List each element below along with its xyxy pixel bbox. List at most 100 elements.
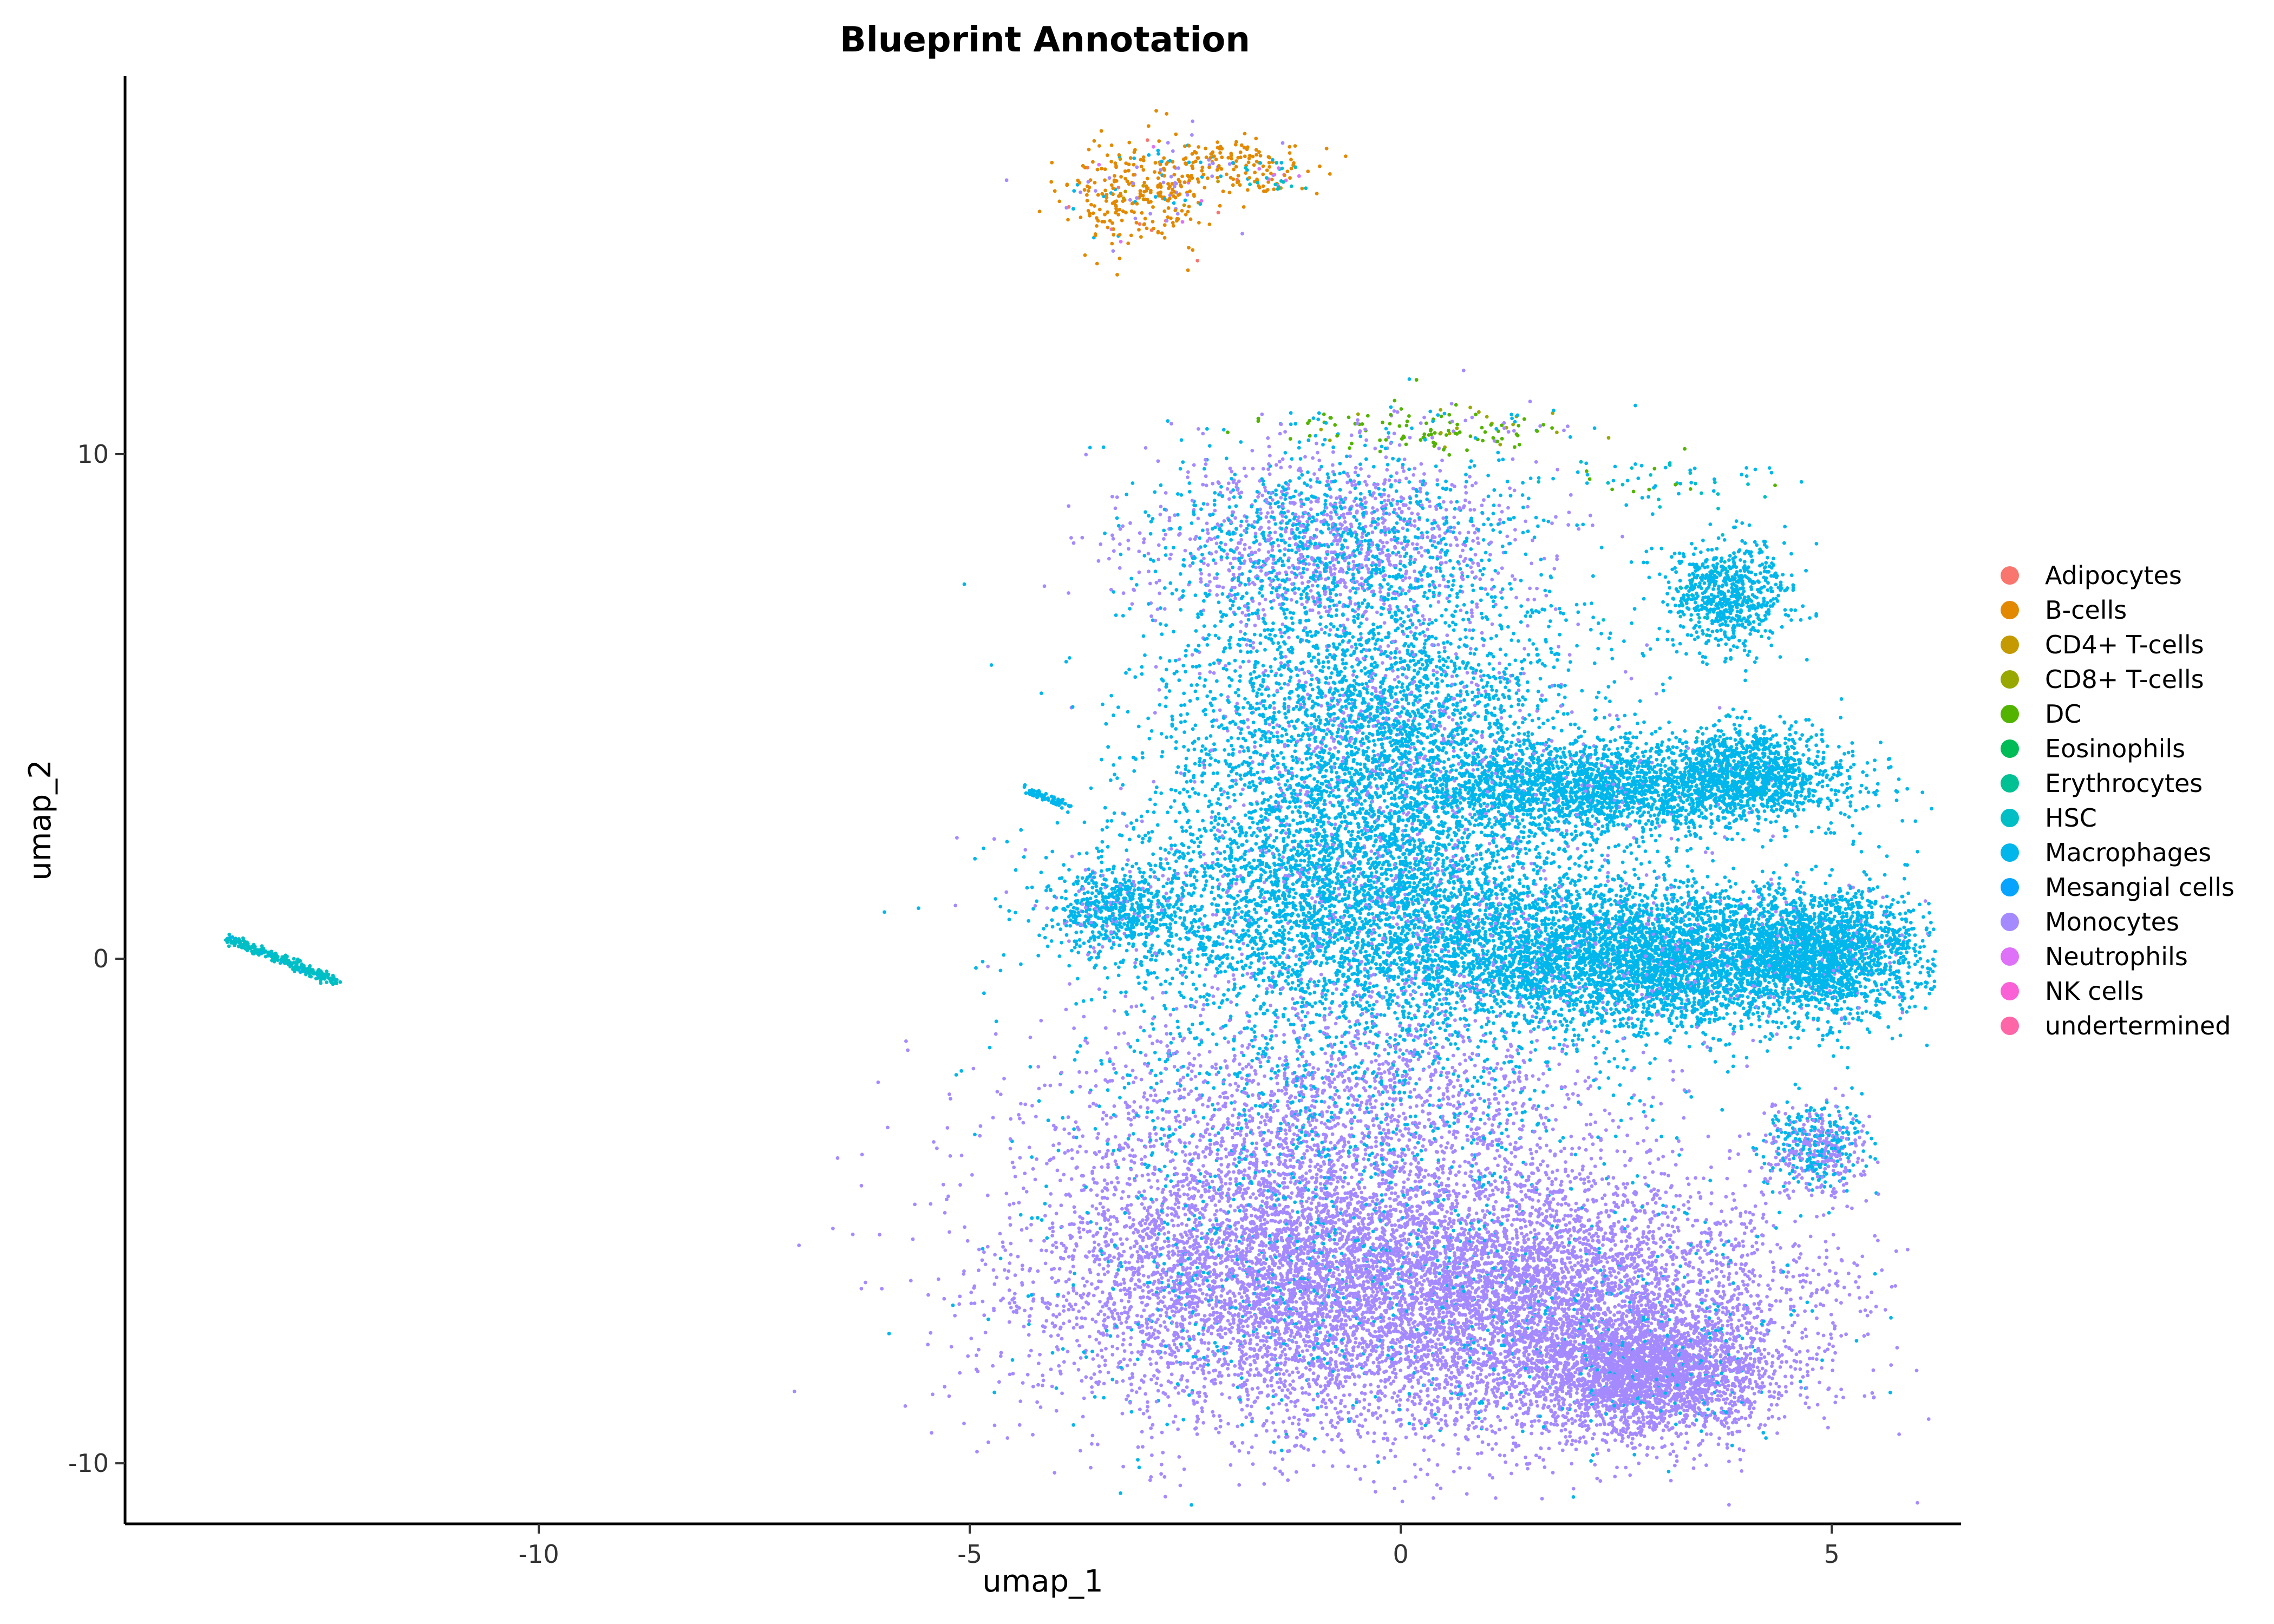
cell-point <box>1171 945 1175 948</box>
cell-point <box>1330 671 1334 675</box>
cell-point <box>1277 505 1280 509</box>
cell-point <box>1079 215 1083 219</box>
cell-point <box>1128 521 1132 525</box>
cell-point <box>1302 559 1305 563</box>
cell-point <box>1746 653 1750 657</box>
cell-point <box>1333 551 1337 554</box>
cell-point <box>1206 532 1210 535</box>
cell-point <box>1259 753 1263 757</box>
cell-point <box>1187 748 1191 752</box>
cell-point <box>1577 527 1580 531</box>
cell-point <box>1325 656 1329 659</box>
cell-point <box>1140 211 1144 215</box>
cell-point <box>1387 435 1390 439</box>
cell-point <box>1219 610 1223 614</box>
cell-point <box>1389 651 1393 655</box>
cell-point <box>1364 457 1368 461</box>
cell-point <box>1480 511 1484 515</box>
cell-point <box>1267 740 1271 744</box>
cell-point <box>1325 480 1329 483</box>
cell-point <box>1139 158 1143 162</box>
cell-point <box>1659 547 1663 551</box>
cell-point <box>1556 468 1559 472</box>
cell-point <box>1370 800 1374 803</box>
cell-point <box>1335 593 1338 597</box>
cell-point <box>1665 592 1669 595</box>
cell-point <box>1206 176 1210 180</box>
cell-point <box>1664 575 1668 579</box>
cell-point <box>1303 455 1307 459</box>
cell-point <box>1414 626 1418 630</box>
cell-point <box>1160 231 1164 235</box>
cell-point <box>1404 572 1408 576</box>
cell-point <box>1480 503 1484 507</box>
cell-point <box>1258 542 1262 546</box>
cell-point <box>1112 249 1115 253</box>
cell-point <box>1263 673 1266 677</box>
cell-point <box>1418 694 1422 698</box>
cell-point <box>1265 168 1269 172</box>
cell-point <box>1734 565 1738 569</box>
cell-point <box>1186 174 1190 178</box>
cell-point <box>1247 523 1251 527</box>
cell-point <box>1300 473 1304 477</box>
cell-point <box>1284 515 1288 519</box>
cell-point <box>1370 663 1374 666</box>
cell-point <box>1203 684 1206 688</box>
cell-point <box>1764 561 1768 565</box>
cell-point <box>1342 500 1345 504</box>
cell-point <box>1417 722 1421 726</box>
cell-point <box>1409 613 1413 617</box>
cell-point <box>1197 547 1201 551</box>
cell-point <box>1359 768 1363 772</box>
cell-point <box>1229 562 1233 566</box>
cell-point <box>1089 203 1093 207</box>
cell-point <box>1400 437 1404 441</box>
cell-point <box>1283 712 1287 716</box>
cell-point <box>1291 621 1295 625</box>
cell-point <box>1162 168 1166 172</box>
cell-point <box>1108 176 1112 180</box>
cell-point <box>1354 720 1358 724</box>
cell-point <box>1808 616 1812 620</box>
cell-point <box>1331 557 1335 561</box>
cell-point <box>1233 473 1237 476</box>
cell-point <box>1412 473 1415 477</box>
cell-point <box>1290 167 1293 171</box>
cell-point <box>1318 623 1322 626</box>
cell-point <box>1400 495 1403 499</box>
cell-point <box>1184 199 1187 202</box>
cell-point <box>1154 665 1158 669</box>
cell-point <box>1122 591 1126 595</box>
cell-point <box>1591 523 1595 527</box>
cell-point <box>1469 566 1473 569</box>
cell-point <box>1407 507 1411 510</box>
cell-point <box>1472 524 1475 528</box>
cell-point <box>1716 594 1720 598</box>
cell-point <box>1524 520 1527 523</box>
cell-point <box>1298 545 1302 549</box>
cell-point <box>1228 643 1232 646</box>
cell-point <box>1465 448 1469 452</box>
cell-point <box>1166 182 1170 186</box>
cell-point <box>1208 156 1212 160</box>
cell-point <box>1318 165 1322 168</box>
cell-point <box>1512 429 1516 433</box>
cell-point <box>1165 112 1168 116</box>
cell-point <box>1703 577 1707 580</box>
cell-point <box>1268 454 1272 457</box>
cell-point <box>1387 431 1390 435</box>
cell-point <box>1279 496 1283 500</box>
cell-point <box>1379 685 1383 689</box>
cell-point <box>1400 685 1404 689</box>
cell-point <box>1799 618 1803 622</box>
cell-point <box>1173 173 1177 176</box>
cell-point <box>1005 178 1009 182</box>
cell-point <box>1272 599 1276 603</box>
cell-point <box>1607 436 1611 440</box>
cell-point <box>1749 628 1753 632</box>
cell-point <box>1492 436 1495 440</box>
cell-point <box>1270 591 1273 594</box>
cell-point <box>1472 830 1475 834</box>
cell-point <box>1742 617 1746 620</box>
